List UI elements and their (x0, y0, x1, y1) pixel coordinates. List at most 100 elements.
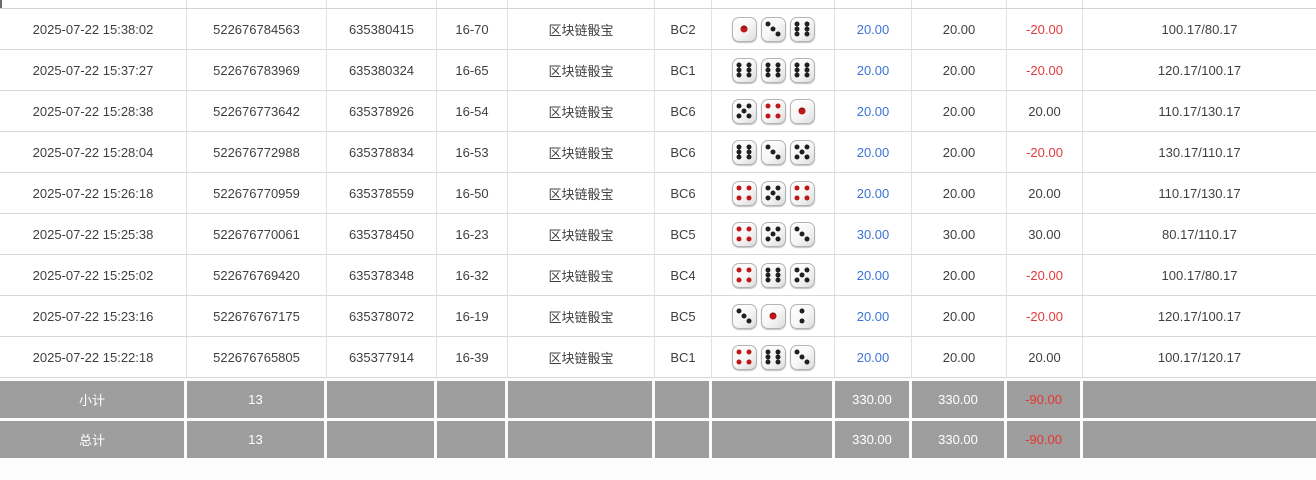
summary-empty (437, 421, 508, 458)
die-1-icon (789, 98, 815, 124)
bet-time: 2025-07-22 15:26:18 (0, 173, 187, 213)
summary-label: 总计 (0, 421, 187, 458)
bet-id: 522676767175 (187, 296, 327, 336)
bet-amount[interactable]: 20.00 (835, 50, 912, 90)
bet-row: 2025-07-22 15:37:27 522676783969 635380324… (0, 50, 1316, 91)
die-4-icon (760, 98, 786, 124)
summary-empty (655, 421, 712, 458)
bet-id: 522676772988 (187, 132, 327, 172)
valid-amount: 20.00 (912, 296, 1007, 336)
round-id: 635380415 (327, 9, 437, 49)
valid-amount: 20.00 (912, 337, 1007, 377)
valid-amount: 30.00 (912, 214, 1007, 254)
table-top-strip (0, 0, 1316, 9)
table-round: 16-32 (437, 255, 508, 295)
round-id: 635378926 (327, 91, 437, 131)
die-1-icon (760, 303, 786, 329)
bet-amount[interactable]: 20.00 (835, 173, 912, 213)
die-5-icon (731, 98, 757, 124)
game-name: 区块链骰宝 (508, 91, 655, 131)
valid-amount: 20.00 (912, 173, 1007, 213)
bet-time: 2025-07-22 15:38:02 (0, 9, 187, 49)
die-5-icon (760, 180, 786, 206)
die-3-icon (789, 221, 815, 247)
bet-id: 522676770959 (187, 173, 327, 213)
bet-amount[interactable]: 20.00 (835, 337, 912, 377)
win-loss: -20.00 (1007, 132, 1083, 172)
game-name: 区块链骰宝 (508, 173, 655, 213)
bet-amount[interactable]: 30.00 (835, 214, 912, 254)
table-round: 16-53 (437, 132, 508, 172)
game-name: 区块链骰宝 (508, 9, 655, 49)
table-round: 16-70 (437, 9, 508, 49)
die-6-icon (731, 57, 757, 83)
valid-amount: 20.00 (912, 255, 1007, 295)
dice-group (731, 98, 815, 124)
table-code: BC5 (655, 214, 712, 254)
die-4-icon (731, 344, 757, 370)
round-id: 635378348 (327, 255, 437, 295)
bet-time: 2025-07-22 15:28:38 (0, 91, 187, 131)
dice-result (712, 91, 835, 131)
valid-amount: 20.00 (912, 132, 1007, 172)
summary-valid-total: 330.00 (912, 421, 1007, 458)
summary-empty (712, 421, 835, 458)
game-name: 区块链骰宝 (508, 132, 655, 172)
bet-row: 2025-07-22 15:28:38 522676773642 635378926… (0, 91, 1316, 132)
dice-result (712, 50, 835, 90)
bet-amount[interactable]: 20.00 (835, 132, 912, 172)
summary-empty (655, 381, 712, 418)
table-round: 16-50 (437, 173, 508, 213)
round-id: 635378559 (327, 173, 437, 213)
table-code: BC1 (655, 50, 712, 90)
bet-amount[interactable]: 20.00 (835, 91, 912, 131)
bet-time: 2025-07-22 15:37:27 (0, 50, 187, 90)
bet-row: 2025-07-22 15:23:16 522676767175 635378072… (0, 296, 1316, 337)
balance-before-after: 100.17/80.17 (1161, 21, 1238, 37)
bet-time: 2025-07-22 15:28:04 (0, 132, 187, 172)
bet-time: 2025-07-22 15:25:38 (0, 214, 187, 254)
table-code: BC6 (655, 173, 712, 213)
game-name: 区块链骰宝 (508, 214, 655, 254)
table-code: BC2 (655, 9, 712, 49)
balance-before-after: 80.17/110.17 (1162, 226, 1237, 242)
table-round: 16-54 (437, 91, 508, 131)
summary-empty (437, 381, 508, 418)
strip-cell (655, 0, 712, 8)
dice-group (731, 16, 815, 42)
strip-cell (187, 0, 327, 8)
balance-before-after: 120.17/100.17 (1157, 308, 1242, 324)
dice-result (712, 296, 835, 336)
die-6-icon (760, 344, 786, 370)
valid-amount: 20.00 (912, 9, 1007, 49)
round-id: 635378450 (327, 214, 437, 254)
bet-row: 2025-07-22 15:25:38 522676770061 635378450… (0, 214, 1316, 255)
die-2-icon (789, 303, 815, 329)
bet-amount[interactable]: 20.00 (835, 255, 912, 295)
table-round: 16-19 (437, 296, 508, 336)
round-id: 635378072 (327, 296, 437, 336)
game-name: 区块链骰宝 (508, 50, 655, 90)
balance-before-after: 110.17/130.17 (1158, 103, 1241, 119)
top-left-edge-mark (0, 0, 2, 8)
dice-group (731, 139, 815, 165)
bet-id: 522676783969 (187, 50, 327, 90)
dice-group (731, 180, 815, 206)
bet-rows: 2025-07-22 15:38:02 522676784563 635380415… (0, 9, 1316, 378)
balance-before-after: 100.17/80.17 (1161, 267, 1238, 283)
bet-amount[interactable]: 20.00 (835, 9, 912, 49)
dice-result (712, 132, 835, 172)
bet-history-table: 2025-07-22 15:38:02 522676784563 635380415… (0, 0, 1316, 458)
table-round: 16-23 (437, 214, 508, 254)
bet-row: 2025-07-22 15:28:04 522676772988 635378834… (0, 132, 1316, 173)
table-round: 16-65 (437, 50, 508, 90)
dice-group (731, 221, 815, 247)
win-loss: -20.00 (1007, 255, 1083, 295)
bet-amount[interactable]: 20.00 (835, 296, 912, 336)
win-loss: -20.00 (1007, 50, 1083, 90)
summary-count: 13 (187, 421, 327, 458)
die-5-icon (789, 262, 815, 288)
summary-empty (508, 381, 655, 418)
bet-id: 522676769420 (187, 255, 327, 295)
table-code: BC5 (655, 296, 712, 336)
